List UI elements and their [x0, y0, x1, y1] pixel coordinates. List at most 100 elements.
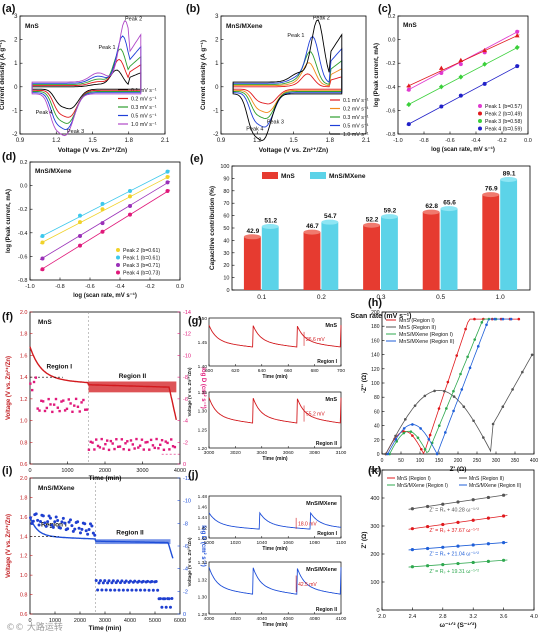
x-tick-label: 3000 — [136, 468, 148, 474]
y-tick-label: 0 — [183, 612, 186, 618]
diffusion-point — [160, 605, 164, 609]
panel-label: (j) — [188, 469, 199, 481]
delta-label: 18.0 mV — [298, 521, 317, 527]
diffusion-point — [56, 519, 60, 523]
diffusion-point — [168, 448, 171, 451]
y-tick-label: 10 — [223, 276, 229, 282]
data-point — [100, 229, 105, 234]
y-tick-label: -4 — [183, 419, 188, 425]
y-tick-label: 1.0 — [20, 419, 28, 425]
data-point — [502, 514, 506, 518]
data-point — [128, 194, 132, 199]
plot-frame — [397, 15, 529, 135]
diffusion-point — [134, 588, 138, 592]
diffusion-point — [71, 410, 74, 413]
data-point — [410, 527, 414, 531]
legend-marker — [478, 126, 482, 131]
y-tick-label: 3 — [215, 14, 219, 20]
x-axis-label: Time (min) — [89, 475, 122, 482]
y-tick-label: 0.6 — [20, 462, 28, 468]
x-tick-label: 1060 — [283, 540, 294, 546]
diffusion-point — [86, 532, 90, 536]
y-tick-label: -4 — [183, 567, 188, 573]
x-tick-label: -0.2 — [145, 284, 154, 290]
region-label: Region II — [119, 373, 147, 380]
diffusion-point — [54, 397, 58, 401]
diffusion-point — [117, 588, 121, 592]
bar-cap — [482, 192, 500, 198]
diffusion-point — [96, 588, 100, 592]
x-tick-label: 1.0 — [496, 294, 505, 301]
diffusion-point — [94, 579, 98, 583]
diffusion-point — [46, 520, 50, 524]
x-tick-label: 4060 — [283, 616, 294, 622]
diffusion-point — [133, 447, 136, 450]
legend-swatch — [310, 172, 326, 179]
panel-label: (f) — [2, 311, 13, 323]
y-tick-label: 1 — [14, 61, 18, 67]
y-tick-label: 1.30 — [198, 595, 208, 601]
diffusion-point — [98, 446, 102, 449]
y-tick-label: -1 — [12, 108, 18, 114]
diffusion-point — [29, 382, 32, 385]
y-tick-label: 20 — [223, 263, 229, 269]
y-tick-label: 2.0 — [20, 310, 28, 316]
y-tick-label: -0.2 — [386, 61, 395, 67]
diffusion-point — [91, 441, 94, 444]
data-point — [471, 543, 475, 547]
legend-label: MnS — [281, 173, 295, 180]
panel-g: (g) 600 620 640 660 680 700 1.40 1.45 1.50 Time (m… — [187, 315, 347, 462]
y-tick-label: 60 — [374, 409, 380, 415]
diffusion-point — [128, 579, 132, 583]
data-point — [502, 493, 506, 497]
x-axis-label: Time (min) — [89, 625, 122, 632]
diffusion-point — [45, 406, 49, 410]
voltage-trace — [208, 397, 342, 424]
y-tick-label: -6 — [183, 544, 188, 550]
x-tick-label: 6000 — [174, 618, 186, 624]
data-point — [426, 564, 430, 568]
y-tick-label: -10 — [183, 499, 191, 505]
inset-label: MnS — [325, 323, 337, 329]
y-tick-label: 0.0 — [20, 184, 28, 190]
diffusion-point — [54, 515, 58, 519]
x-tick-label: 3000 — [99, 618, 111, 624]
diffusion-point — [48, 516, 52, 520]
data-point — [406, 101, 412, 108]
bar — [243, 236, 261, 290]
legend-label: Peak 4 (b=0.59) — [485, 127, 522, 133]
fit-line — [39, 170, 171, 238]
bar-cap — [321, 219, 339, 225]
y-tick-label: -12 — [183, 476, 191, 482]
diffusion-point — [124, 579, 128, 583]
y-tick-label: 100 — [371, 381, 380, 387]
x-tick-label: 2.4 — [409, 614, 417, 620]
x-tick-label: -0.8 — [55, 284, 64, 290]
y-tick-label: -0.8 — [386, 132, 395, 138]
data-point — [486, 516, 490, 520]
panel-label: (i) — [2, 465, 13, 477]
legend-marker — [478, 111, 482, 116]
y-tick-label: -12 — [183, 332, 191, 338]
diffusion-point — [106, 581, 110, 585]
diffusion-point — [38, 409, 41, 412]
diffusion-point — [159, 443, 162, 446]
diffusion-point — [50, 523, 54, 527]
y-tick-label: 0.0 — [388, 38, 396, 44]
fit-equation: Z' = Rₛ + 37.67 ω⁻¹ᐟ² — [429, 528, 479, 534]
legend-marker — [116, 255, 120, 260]
data-point — [410, 507, 414, 511]
diffusion-point — [66, 527, 70, 531]
data-point — [406, 122, 411, 127]
diffusion-point — [129, 439, 133, 442]
diffusion-point — [144, 441, 147, 444]
diffusion-point — [156, 588, 160, 592]
y-tick-label: -0.2 — [18, 207, 27, 213]
diffusion-point — [108, 588, 112, 592]
diffusion-point — [73, 404, 76, 407]
data-point — [515, 29, 520, 34]
diffusion-point — [105, 439, 109, 442]
panel-e: 0 10 20 30 40 50 60 70 80 90 100 Scan rate (mV s⁻¹)… — [190, 153, 531, 320]
diffusion-point — [47, 397, 50, 401]
